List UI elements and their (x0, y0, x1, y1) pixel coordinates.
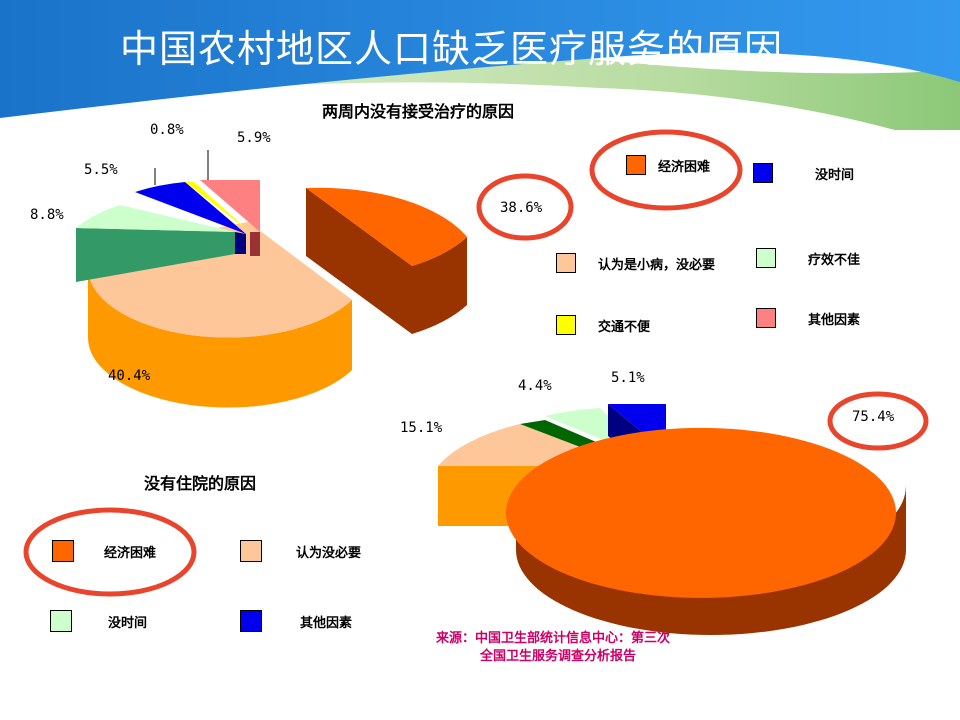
legend1-item-other: 其他因素 (756, 308, 860, 328)
legend1-item-minor-illness: 认为是小病，没必要 (556, 253, 715, 273)
chart2-title: 没有住院的原因 (144, 474, 257, 493)
legend2-label-unnecessary: 认为没必要 (296, 545, 362, 561)
legend1-item-no-time: 没时间 (753, 163, 854, 183)
legend1-swatch-no-time (753, 163, 773, 183)
chart1-title: 两周内没有接受治疗的原因 (322, 102, 515, 121)
legend2-item-unnecessary: 认为没必要 (240, 540, 361, 562)
pie2-label-economic: 75.4% (852, 409, 895, 425)
legend1-item-ineffective: 疗效不佳 (756, 248, 860, 268)
legend2-swatch-other (240, 610, 262, 632)
pie1-label-minor-illness: 40.4% (108, 368, 151, 384)
legend2-label-no-time: 没时间 (108, 615, 148, 631)
legend2-label-economic: 经济困难 (104, 545, 157, 561)
legend1-label-ineffective: 疗效不佳 (808, 252, 861, 268)
legend1-swatch-minor-illness (556, 253, 576, 273)
pie2-slice-economic (505, 427, 906, 635)
pie1-label-ineffective: 8.8% (30, 207, 64, 223)
pie1-slice-transport (185, 181, 250, 232)
pie1-slice-economic (306, 187, 467, 334)
pie1-label-no-time: 5.5% (84, 162, 118, 178)
legend1-swatch-other (756, 308, 776, 328)
legend1-label-other: 其他因素 (808, 312, 861, 328)
legend2-item-economic: 经济困难 (52, 540, 156, 562)
legend2-item-other: 其他因素 (240, 610, 352, 632)
legend1-swatch-ineffective (756, 248, 776, 268)
pie2-label-no-time: 4.4% (518, 378, 552, 394)
pie2-label-other: 5.1% (611, 370, 645, 386)
pie1-label-transport: 0.8% (150, 122, 184, 138)
slide-title: 中国农村地区人口缺乏医疗服务的原因 (120, 27, 784, 71)
legend1-label-no-time: 没时间 (815, 167, 855, 183)
legend2-swatch-no-time (50, 610, 72, 632)
source-line-1: 来源：中国卫生部统计信息中心：第三次 (436, 631, 671, 646)
pie2-label-unnecessary: 15.1% (400, 420, 443, 436)
source-note: 来源：中国卫生部统计信息中心：第三次 全国卫生服务调查分析报告 (436, 630, 670, 666)
source-line-2: 全国卫生服务调查分析报告 (480, 649, 637, 664)
legend2-item-no-time: 没时间 (50, 610, 147, 632)
legend1-item-transport: 交通不便 (556, 315, 650, 335)
legend1-label-minor-illness: 认为是小病，没必要 (598, 257, 716, 273)
legend1-label-transport: 交通不便 (598, 319, 651, 335)
legend1-swatch-transport (556, 315, 576, 335)
pie1-label-other: 5.9% (237, 130, 271, 146)
legend2-swatch-unnecessary (240, 540, 262, 562)
pie1-slice-other (200, 180, 260, 256)
pie1-slice-no-time (135, 182, 246, 254)
legend2-swatch-economic (52, 540, 74, 562)
legend2-label-other: 其他因素 (300, 615, 353, 631)
pie1-slice-ineffective (76, 205, 235, 282)
header-banner (0, 0, 960, 130)
